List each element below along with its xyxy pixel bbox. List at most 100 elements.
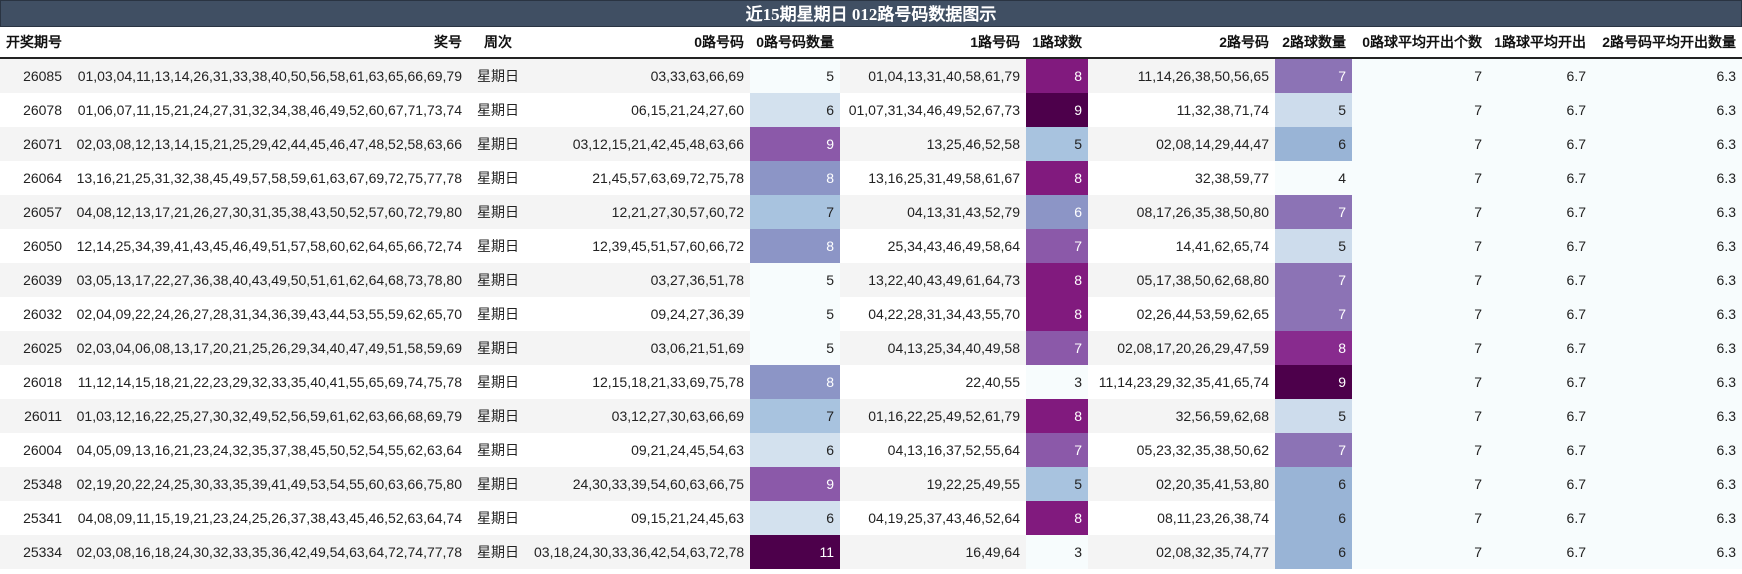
table-row[interactable]: 26025 02,03,04,06,08,13,17,20,21,25,26,29…	[0, 331, 1742, 365]
route0-numbers-cell: 06,15,21,24,27,60	[528, 93, 750, 127]
route1-count-cell: 7	[1026, 229, 1088, 263]
header-route0-numbers[interactable]: 0路号码	[528, 27, 750, 59]
route1-count-cell: 5	[1026, 127, 1088, 161]
route0-count-cell: 5	[750, 297, 840, 331]
route2-avg-cell: 6.3	[1592, 535, 1742, 569]
route2-numbers-cell: 32,38,59,77	[1088, 161, 1275, 195]
numbers-cell: 03,05,13,17,22,27,36,38,40,43,49,50,51,6…	[68, 263, 468, 297]
route1-numbers-cell: 22,40,55	[840, 365, 1026, 399]
route2-count-cell: 6	[1275, 127, 1352, 161]
header-route1-avg[interactable]: 1路球平均开出	[1488, 27, 1592, 59]
table-row[interactable]: 26018 11,12,14,15,18,21,22,23,29,32,33,35…	[0, 365, 1742, 399]
route2-avg-cell: 6.3	[1592, 331, 1742, 365]
route2-count-cell: 7	[1275, 433, 1352, 467]
route1-avg-cell: 6.7	[1488, 501, 1592, 535]
route2-avg-cell: 6.3	[1592, 58, 1742, 93]
route0-count-cell: 8	[750, 365, 840, 399]
table-row[interactable]: 26071 02,03,08,12,13,14,15,21,25,29,42,44…	[0, 127, 1742, 161]
header-route1-numbers[interactable]: 1路号码	[840, 27, 1026, 59]
table-row[interactable]: 26039 03,05,13,17,22,27,36,38,40,43,49,50…	[0, 263, 1742, 297]
route1-count-cell: 8	[1026, 58, 1088, 93]
numbers-cell: 04,08,12,13,17,21,26,27,30,31,35,38,43,5…	[68, 195, 468, 229]
numbers-cell: 02,03,04,06,08,13,17,20,21,25,26,29,34,4…	[68, 331, 468, 365]
table-row[interactable]: 25348 02,19,20,22,24,25,30,33,35,39,41,49…	[0, 467, 1742, 501]
header-route2-count[interactable]: 2路球数量	[1275, 27, 1352, 59]
header-issue[interactable]: 开奖期号	[0, 27, 68, 59]
route0-avg-cell: 7	[1352, 229, 1488, 263]
table-row[interactable]: 26050 12,14,25,34,39,41,43,45,46,49,51,57…	[0, 229, 1742, 263]
header-route1-count[interactable]: 1路球数	[1026, 27, 1088, 59]
route1-count-cell: 7	[1026, 433, 1088, 467]
table-row[interactable]: 25341 04,08,09,11,15,19,21,23,24,25,26,37…	[0, 501, 1742, 535]
header-route0-count[interactable]: 0路号码数量	[750, 27, 840, 59]
route0-numbers-cell: 09,24,27,36,39	[528, 297, 750, 331]
route2-avg-cell: 6.3	[1592, 195, 1742, 229]
numbers-cell: 01,06,07,11,15,21,24,27,31,32,34,38,46,4…	[68, 93, 468, 127]
route2-numbers-cell: 02,08,32,35,74,77	[1088, 535, 1275, 569]
route2-avg-cell: 6.3	[1592, 127, 1742, 161]
numbers-cell: 12,14,25,34,39,41,43,45,46,49,51,57,58,6…	[68, 229, 468, 263]
issue-cell: 26004	[0, 433, 68, 467]
header-week[interactable]: 周次	[468, 27, 528, 59]
route2-numbers-cell: 02,08,17,20,26,29,47,59	[1088, 331, 1275, 365]
route1-numbers-cell: 04,13,16,37,52,55,64	[840, 433, 1026, 467]
route2-count-cell: 7	[1275, 263, 1352, 297]
header-route2-avg[interactable]: 2路号码平均开出数量	[1592, 27, 1742, 59]
week-cell: 星期日	[468, 535, 528, 569]
issue-cell: 26011	[0, 399, 68, 433]
table-row[interactable]: 26064 13,16,21,25,31,32,38,45,49,57,58,59…	[0, 161, 1742, 195]
route2-avg-cell: 6.3	[1592, 399, 1742, 433]
route1-avg-cell: 6.7	[1488, 467, 1592, 501]
route1-numbers-cell: 19,22,25,49,55	[840, 467, 1026, 501]
table-row[interactable]: 26032 02,04,09,22,24,26,27,28,31,34,36,39…	[0, 297, 1742, 331]
route0-avg-cell: 7	[1352, 161, 1488, 195]
issue-cell: 26085	[0, 58, 68, 93]
week-cell: 星期日	[468, 365, 528, 399]
table-row[interactable]: 26078 01,06,07,11,15,21,24,27,31,32,34,38…	[0, 93, 1742, 127]
header-route0-avg[interactable]: 0路球平均开出个数	[1352, 27, 1488, 59]
route2-avg-cell: 6.3	[1592, 467, 1742, 501]
issue-cell: 26032	[0, 297, 68, 331]
route0-numbers-cell: 03,12,15,21,42,45,48,63,66	[528, 127, 750, 161]
route2-avg-cell: 6.3	[1592, 365, 1742, 399]
route0-avg-cell: 7	[1352, 467, 1488, 501]
route1-avg-cell: 6.7	[1488, 399, 1592, 433]
table-row[interactable]: 26085 01,03,04,11,13,14,26,31,33,38,40,50…	[0, 58, 1742, 93]
route1-avg-cell: 6.7	[1488, 93, 1592, 127]
route0-count-cell: 5	[750, 331, 840, 365]
header-route2-numbers[interactable]: 2路号码	[1088, 27, 1275, 59]
week-cell: 星期日	[468, 229, 528, 263]
route0-count-cell: 8	[750, 161, 840, 195]
route2-avg-cell: 6.3	[1592, 93, 1742, 127]
table-row[interactable]: 25334 02,03,08,16,18,24,30,32,33,35,36,42…	[0, 535, 1742, 569]
route0-count-cell: 5	[750, 263, 840, 297]
route2-numbers-cell: 02,20,35,41,53,80	[1088, 467, 1275, 501]
route0-count-cell: 6	[750, 433, 840, 467]
route0-avg-cell: 7	[1352, 535, 1488, 569]
numbers-cell: 02,03,08,16,18,24,30,32,33,35,36,42,49,5…	[68, 535, 468, 569]
route1-numbers-cell: 04,13,25,34,40,49,58	[840, 331, 1026, 365]
issue-cell: 25341	[0, 501, 68, 535]
route1-avg-cell: 6.7	[1488, 229, 1592, 263]
route1-numbers-cell: 01,07,31,34,46,49,52,67,73	[840, 93, 1026, 127]
table-row[interactable]: 26011 01,03,12,16,22,25,27,30,32,49,52,56…	[0, 399, 1742, 433]
route0-numbers-cell: 03,06,21,51,69	[528, 331, 750, 365]
header-row: 开奖期号 奖号 周次 0路号码 0路号码数量 1路号码 1路球数 2路号码 2路…	[0, 27, 1742, 59]
route2-numbers-cell: 05,23,32,35,38,50,62	[1088, 433, 1275, 467]
route0-avg-cell: 7	[1352, 263, 1488, 297]
route2-avg-cell: 6.3	[1592, 229, 1742, 263]
route0-count-cell: 9	[750, 127, 840, 161]
route2-count-cell: 7	[1275, 58, 1352, 93]
route0-numbers-cell: 24,30,33,39,54,60,63,66,75	[528, 467, 750, 501]
route2-numbers-cell: 11,14,23,29,32,35,41,65,74	[1088, 365, 1275, 399]
route1-avg-cell: 6.7	[1488, 331, 1592, 365]
issue-cell: 26071	[0, 127, 68, 161]
header-numbers[interactable]: 奖号	[68, 27, 468, 59]
route1-count-cell: 8	[1026, 501, 1088, 535]
week-cell: 星期日	[468, 161, 528, 195]
route2-count-cell: 5	[1275, 229, 1352, 263]
route0-avg-cell: 7	[1352, 433, 1488, 467]
table-row[interactable]: 26057 04,08,12,13,17,21,26,27,30,31,35,38…	[0, 195, 1742, 229]
route0-numbers-cell: 12,39,45,51,57,60,66,72	[528, 229, 750, 263]
table-row[interactable]: 26004 04,05,09,13,16,21,23,24,32,35,37,38…	[0, 433, 1742, 467]
